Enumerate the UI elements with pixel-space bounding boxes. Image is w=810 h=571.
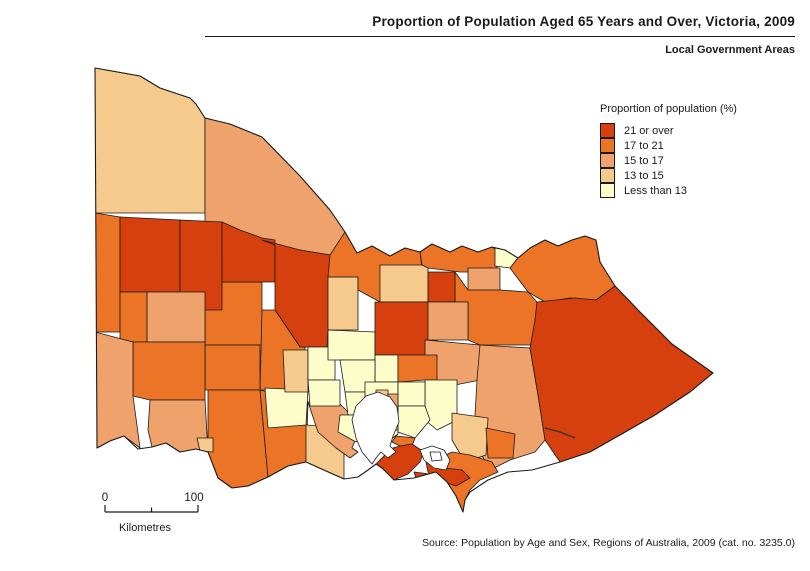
map-region — [119, 291, 148, 343]
scale-bar — [104, 505, 199, 513]
map-region — [95, 331, 141, 449]
legend-label: 15 to 17 — [624, 154, 664, 167]
map-region — [119, 216, 181, 293]
map-region — [196, 437, 214, 453]
legend-swatch — [600, 168, 615, 183]
map-region — [397, 405, 431, 439]
legend-item: 15 to 17 — [600, 153, 737, 168]
legend-label: 21 or over — [624, 124, 674, 137]
scale-start-label: 0 — [102, 492, 108, 504]
map-region — [374, 354, 399, 383]
map-region — [282, 349, 309, 393]
gippsland-lakes — [544, 427, 576, 439]
map-region — [207, 389, 269, 489]
legend-item: Less than 13 — [600, 183, 737, 198]
legend-swatch — [600, 138, 615, 153]
legend-label: 13 to 15 — [624, 169, 664, 182]
map-region — [427, 301, 469, 341]
map-region — [467, 267, 501, 291]
map-region — [95, 68, 206, 214]
legend-swatch — [600, 183, 615, 198]
lga-regions — [95, 68, 713, 512]
page-subtitle: Local Government Areas — [665, 44, 795, 56]
map-legend: Proportion of population (%) 21 or over … — [600, 103, 737, 198]
map-region — [529, 285, 713, 463]
map-region — [307, 379, 341, 407]
source-note: Source: Population by Age and Sex, Regio… — [422, 537, 795, 549]
legend-swatch — [600, 153, 615, 168]
map-region — [221, 221, 276, 283]
header-rule — [205, 36, 795, 37]
map-region — [179, 219, 223, 311]
map-region — [485, 427, 516, 459]
map-region — [95, 212, 121, 333]
french-island — [429, 451, 443, 462]
legend-label: Less than 13 — [624, 184, 687, 197]
page-title: Proportion of Population Aged 65 Years a… — [372, 14, 795, 29]
port-phillip-bay — [351, 391, 400, 465]
map-region — [327, 276, 359, 331]
legend-label: 17 to 21 — [624, 139, 664, 152]
map-region — [132, 341, 206, 401]
map-region — [327, 329, 376, 361]
state-border — [94, 67, 714, 513]
scale-end-label: 100 — [184, 492, 203, 504]
map-region — [427, 271, 456, 303]
map-region — [397, 354, 438, 383]
legend-item: 13 to 15 — [600, 168, 737, 183]
legend-swatch — [600, 123, 615, 138]
map-region — [146, 291, 206, 343]
map-region — [397, 381, 426, 407]
header: Proportion of Population Aged 65 Years a… — [205, 14, 795, 56]
scale-unit-label: Kilometres — [119, 522, 171, 534]
legend-item: 21 or over — [600, 123, 737, 138]
legend-item: 17 to 21 — [600, 138, 737, 153]
map-region — [379, 264, 429, 303]
map-region — [264, 387, 309, 429]
map-region — [204, 344, 261, 391]
legend-title: Proportion of population (%) — [600, 103, 737, 115]
